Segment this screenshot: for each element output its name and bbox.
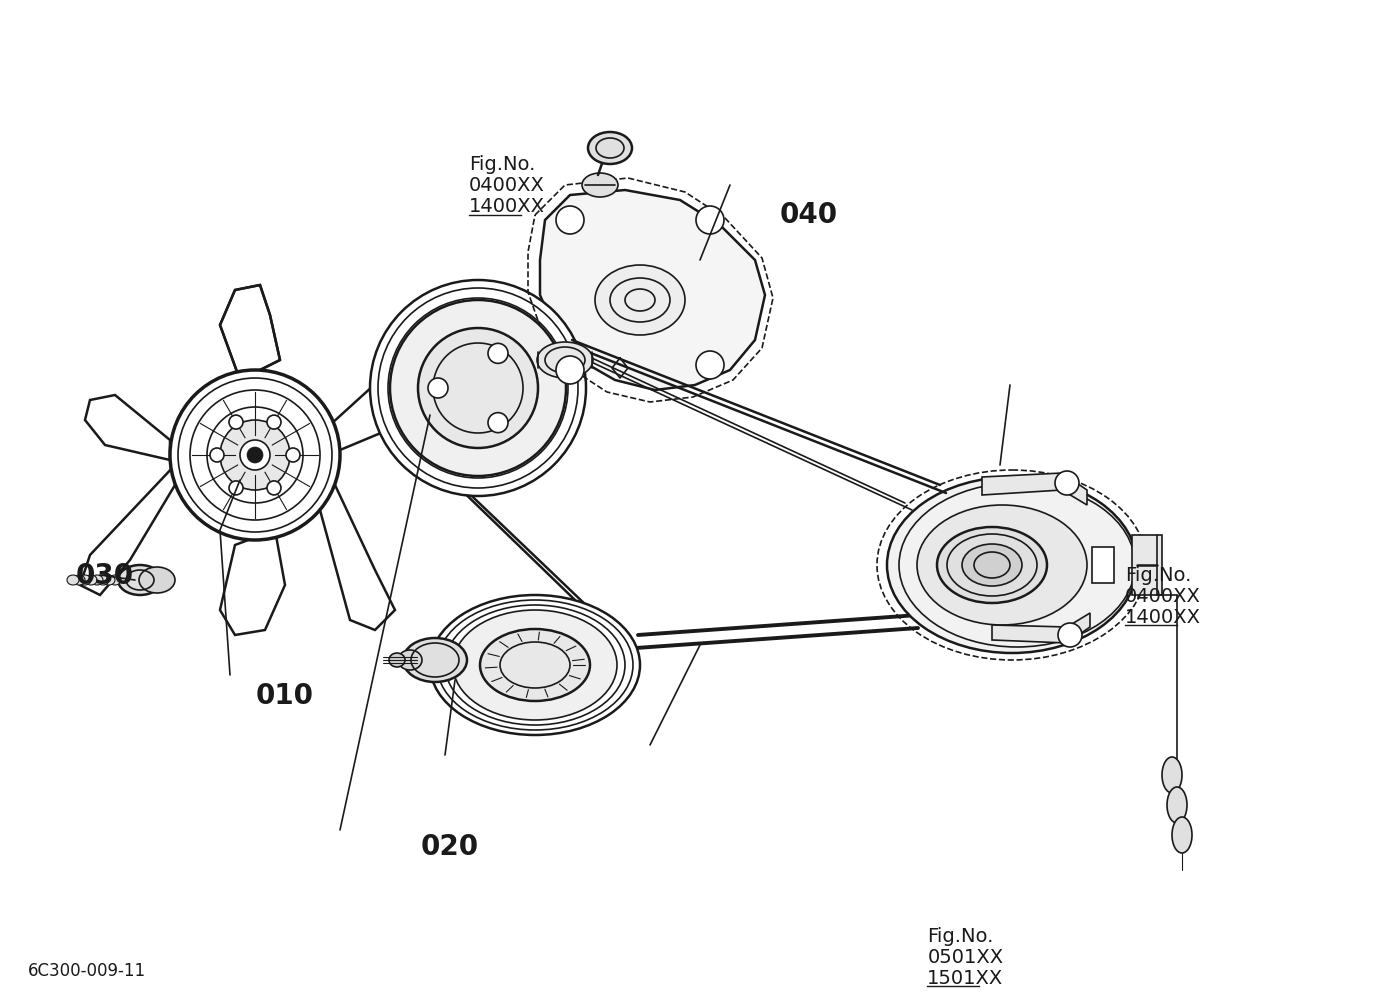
Ellipse shape [1162, 757, 1183, 793]
Circle shape [219, 420, 290, 490]
Ellipse shape [537, 342, 593, 378]
Ellipse shape [119, 565, 161, 595]
Ellipse shape [86, 575, 97, 585]
Text: 020: 020 [421, 833, 479, 861]
Ellipse shape [916, 505, 1087, 625]
Ellipse shape [73, 575, 86, 585]
Ellipse shape [588, 132, 632, 164]
Circle shape [170, 370, 339, 540]
Text: 1501XX: 1501XX [927, 969, 1003, 988]
Polygon shape [983, 473, 1087, 505]
Circle shape [696, 206, 724, 234]
Ellipse shape [97, 575, 109, 585]
Polygon shape [219, 285, 280, 380]
Ellipse shape [582, 173, 618, 197]
Ellipse shape [104, 575, 115, 585]
Bar [1092, 547, 1114, 583]
Ellipse shape [453, 610, 617, 720]
Ellipse shape [403, 638, 466, 682]
Circle shape [556, 356, 584, 384]
Text: 040: 040 [780, 201, 838, 229]
Ellipse shape [595, 265, 684, 335]
Circle shape [696, 351, 724, 379]
Ellipse shape [109, 575, 121, 585]
Circle shape [1058, 623, 1082, 647]
Ellipse shape [937, 527, 1047, 603]
Ellipse shape [139, 567, 175, 593]
Ellipse shape [480, 629, 591, 701]
Text: 1400XX: 1400XX [1125, 608, 1201, 627]
Polygon shape [219, 530, 286, 635]
Ellipse shape [391, 300, 566, 476]
Text: 1400XX: 1400XX [469, 197, 545, 216]
Circle shape [556, 206, 584, 234]
Circle shape [428, 378, 448, 398]
Polygon shape [992, 613, 1090, 643]
Ellipse shape [887, 477, 1137, 653]
Ellipse shape [431, 595, 640, 735]
Bar [1132, 535, 1162, 595]
Circle shape [1054, 471, 1079, 495]
Text: 010: 010 [255, 682, 313, 710]
Ellipse shape [397, 650, 422, 670]
Ellipse shape [79, 575, 91, 585]
Text: Fig.No.: Fig.No. [927, 927, 994, 946]
Ellipse shape [91, 575, 103, 585]
Circle shape [286, 448, 299, 462]
Text: 0400XX: 0400XX [1125, 587, 1201, 606]
Text: 6C300-009-11: 6C300-009-11 [28, 962, 146, 980]
Circle shape [240, 440, 270, 470]
Polygon shape [80, 465, 175, 595]
Ellipse shape [1167, 787, 1187, 823]
Polygon shape [320, 485, 395, 630]
Text: 030: 030 [76, 562, 134, 590]
Ellipse shape [68, 575, 79, 585]
Circle shape [266, 415, 282, 429]
Polygon shape [330, 375, 425, 450]
Text: Fig.No.: Fig.No. [1125, 566, 1191, 585]
Text: Fig.No.: Fig.No. [469, 155, 535, 174]
Ellipse shape [370, 280, 586, 496]
Ellipse shape [418, 328, 538, 448]
Circle shape [489, 344, 508, 364]
Ellipse shape [1172, 817, 1192, 853]
Text: 0501XX: 0501XX [927, 948, 1003, 967]
Polygon shape [86, 395, 170, 460]
Circle shape [229, 415, 243, 429]
Ellipse shape [962, 544, 1023, 586]
Circle shape [229, 481, 243, 495]
Ellipse shape [389, 653, 404, 667]
Circle shape [489, 413, 508, 433]
Polygon shape [540, 190, 765, 390]
Circle shape [210, 448, 224, 462]
Circle shape [247, 447, 264, 463]
Circle shape [266, 481, 282, 495]
Text: 0400XX: 0400XX [469, 176, 545, 195]
